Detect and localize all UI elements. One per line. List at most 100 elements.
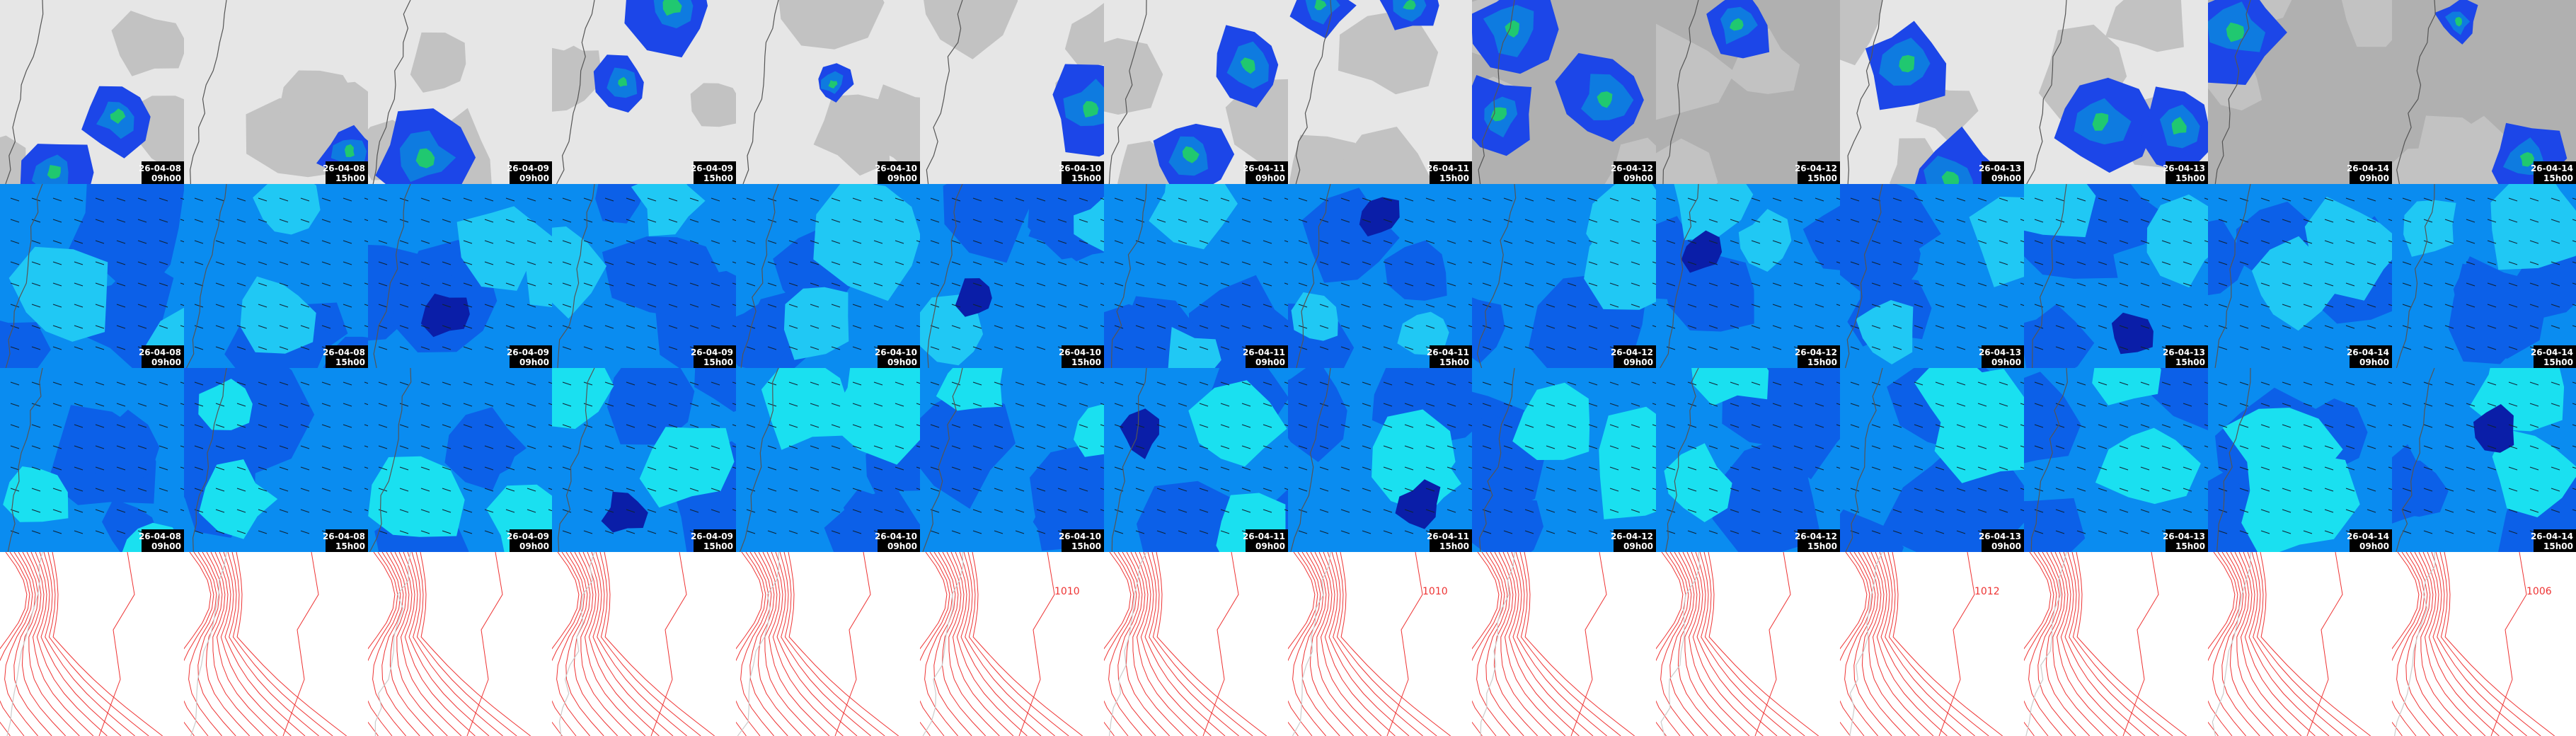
wind-arrow	[463, 219, 473, 223]
wind-arrow	[463, 403, 473, 407]
wind-arrow	[364, 424, 368, 427]
wind-arrow	[1298, 403, 1308, 407]
wind-arrow	[116, 282, 126, 287]
wind-arrow	[1999, 381, 2008, 386]
isobar	[1288, 552, 1318, 736]
wind-arrow	[2423, 445, 2433, 449]
wind-arrow	[2324, 424, 2334, 428]
wind-arrow	[95, 488, 105, 492]
wind-arrow	[895, 381, 904, 386]
wind-arrow	[1263, 261, 1272, 265]
time-label: 15h00	[703, 173, 733, 183]
label-box	[878, 345, 920, 368]
wind-arrow	[895, 424, 904, 428]
wind-arrow	[484, 488, 494, 492]
wind-arrow	[2303, 381, 2313, 386]
field-low	[2208, 219, 2246, 296]
wind-arrow	[1836, 424, 1840, 427]
wind-arrow	[2161, 403, 2171, 407]
wind-arrow	[2260, 509, 2270, 513]
wind-arrow	[279, 509, 289, 513]
wind-arrow	[95, 381, 105, 386]
isobar	[227, 552, 319, 736]
wind-arrow	[505, 381, 515, 386]
wind-arrow	[1319, 466, 1329, 471]
wind-arrow	[364, 197, 368, 200]
field-low	[2024, 372, 2081, 464]
date-label: 26-04-14	[2531, 163, 2573, 173]
date-label: 26-04-10	[1059, 163, 1101, 173]
wind-arrow	[2487, 240, 2497, 244]
wind-arrow	[1730, 346, 1740, 350]
wind-arrow	[1036, 445, 1046, 449]
wind-arrow	[10, 282, 20, 287]
wind-arrow	[994, 197, 1004, 202]
wind-arrow	[1036, 530, 1046, 534]
wind-arrow	[1178, 346, 1188, 350]
wind-arrow	[852, 197, 862, 202]
isobar	[1656, 552, 1684, 736]
wind-arrow	[2076, 466, 2086, 471]
wind-arrow	[647, 530, 657, 534]
wind-arrow	[562, 261, 572, 265]
wind-arrow	[1956, 282, 1966, 287]
wind-arrow	[2444, 445, 2454, 449]
wind-arrow	[137, 445, 147, 449]
wind-arrow	[2367, 403, 2376, 407]
wind-arrow	[767, 261, 777, 265]
wind-arrow	[895, 282, 904, 287]
wind-arrow	[1871, 346, 1881, 350]
label-box	[326, 161, 368, 184]
wind-arrow	[2324, 509, 2334, 513]
wind-arrow	[852, 509, 862, 513]
wind-arrow	[1977, 197, 1987, 202]
wind-arrow	[1836, 197, 1840, 200]
wind-arrow	[1298, 488, 1308, 492]
wind-arrow	[1730, 466, 1740, 471]
label-box	[694, 345, 736, 368]
wind-arrow	[548, 466, 552, 469]
wind-arrow	[1815, 261, 1824, 265]
wind-arrow	[2345, 466, 2355, 471]
wind-arrow	[711, 219, 720, 223]
isobar	[1524, 552, 1635, 736]
wind-arrow	[1199, 240, 1209, 244]
wind-arrow	[647, 346, 657, 350]
wind-arrow	[746, 403, 756, 407]
cloud	[1916, 86, 1979, 145]
field-low	[920, 386, 1016, 509]
wind-arrow	[604, 304, 614, 308]
wind-arrow	[1482, 445, 1492, 449]
wind-arrow	[689, 325, 699, 329]
wind-arrow	[1631, 261, 1640, 265]
wind-arrow	[788, 424, 798, 428]
wind-arrow	[1935, 282, 1945, 287]
wind-arrow	[364, 466, 368, 469]
wind-arrow	[1503, 346, 1513, 350]
wind-arrow	[2402, 445, 2412, 449]
wind-arrow	[300, 325, 310, 329]
wind-arrow	[378, 325, 388, 329]
wind-arrow	[1404, 530, 1414, 534]
wind-arrow	[137, 219, 147, 223]
wind-arrow	[647, 304, 657, 308]
wind-arrow	[831, 509, 841, 513]
label-box	[142, 161, 184, 184]
wind-arrow	[873, 304, 883, 308]
wind-arrow	[668, 530, 678, 534]
wind-arrow	[236, 488, 246, 492]
field-high	[813, 184, 920, 301]
wind-arrow	[2551, 261, 2560, 265]
wind-arrow	[852, 530, 862, 534]
wind-arrow	[74, 325, 84, 329]
wind-arrow	[994, 304, 1004, 308]
wind-arrow	[10, 403, 20, 407]
wind-arrow	[74, 403, 84, 407]
wind-arrow	[484, 282, 494, 287]
wind-arrow	[732, 466, 736, 469]
field-high	[1188, 380, 1287, 467]
wind-arrow	[1652, 261, 1656, 264]
wind-arrow	[442, 346, 452, 350]
wind-arrow	[31, 403, 41, 407]
